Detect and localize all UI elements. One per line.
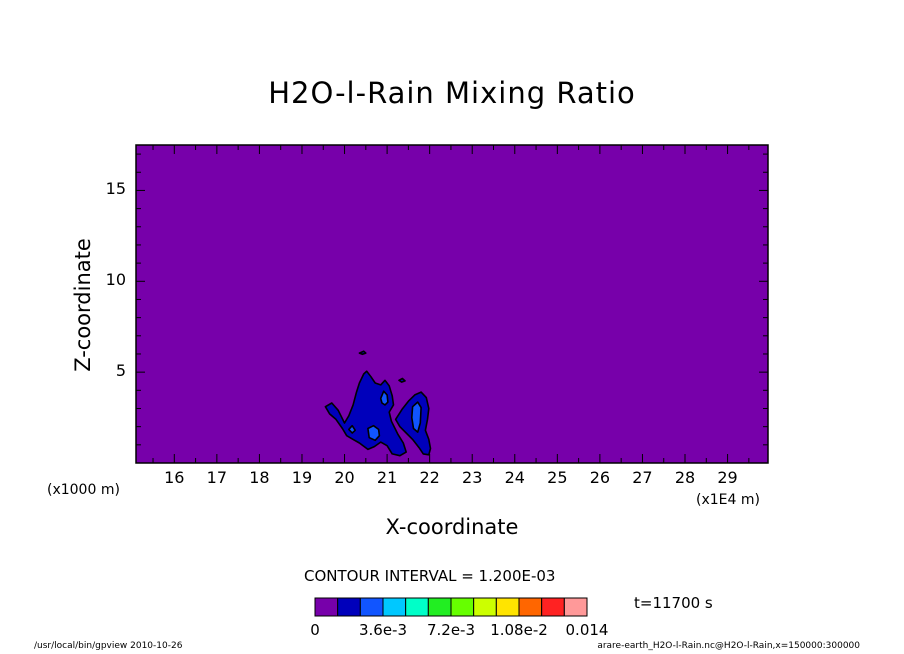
- x-tick-label-12: 28: [674, 468, 696, 487]
- x-tick-label-13: 29: [717, 468, 738, 487]
- contour-layer: [324, 350, 432, 457]
- x-tick-label-2: 18: [249, 468, 270, 487]
- x-tick-label-1: 17: [206, 468, 228, 487]
- x-tick-label-9: 25: [547, 468, 568, 487]
- colorbar-swatch-7: [473, 597, 497, 617]
- chart-title: H2O-l-Rain Mixing Ratio: [268, 76, 636, 110]
- contour-region-5: [379, 390, 389, 406]
- contour-region-7: [347, 424, 357, 434]
- plot-frame: [135, 144, 769, 464]
- axis-ticks: [136, 145, 768, 463]
- contour-region-4: [367, 424, 381, 442]
- colorbar-swatch-2: [359, 597, 384, 617]
- colorbar-label-4: 0.014: [565, 621, 609, 639]
- x-tick-label-3: 19: [291, 468, 313, 487]
- contour-region-3: [398, 377, 406, 383]
- colorbar-swatch-0: [314, 597, 339, 617]
- x-tick-label-11: 27: [632, 468, 653, 487]
- contour-region-2: [358, 350, 367, 356]
- x-tick-label-0: 16: [164, 468, 185, 487]
- colorbar-swatch-6: [450, 597, 475, 617]
- colorbar-swatch-10: [541, 597, 565, 617]
- y-tick-label-1: 10: [105, 270, 126, 290]
- x-unit-left: (x1000 m): [47, 482, 120, 498]
- time-label: t=11700 s: [634, 594, 713, 612]
- contour-region-6: [410, 401, 422, 433]
- x-unit-right: (x1E4 m): [696, 492, 760, 508]
- contour-interval-text: CONTOUR INTERVAL = 1.200E-03: [304, 567, 556, 585]
- footer-left: /usr/local/bin/gpview 2010-10-26: [34, 641, 183, 651]
- plot-area: [136, 145, 768, 463]
- colorbar-swatch-3: [382, 597, 407, 617]
- colorbar-swatch-4: [405, 597, 429, 617]
- colorbar: [314, 597, 588, 617]
- colorbar-swatch-9: [518, 597, 543, 617]
- colorbar-label-3: 1.08e-2: [490, 621, 548, 639]
- y-tick-label-0: 5: [115, 361, 126, 381]
- x-tick-label-4: 20: [334, 468, 355, 487]
- colorbar-label-0: 0: [310, 621, 320, 639]
- x-tick-label-7: 23: [462, 468, 483, 487]
- contour-region-0: [324, 370, 408, 457]
- colorbar-swatch-5: [427, 597, 452, 617]
- x-tick-label-6: 22: [419, 468, 440, 487]
- x-tick-label-8: 24: [504, 468, 525, 487]
- x-tick-label-10: 26: [589, 468, 611, 487]
- colorbar-swatch-11: [563, 597, 588, 617]
- colorbar-label-1: 3.6e-3: [358, 621, 408, 639]
- colorbar-swatch-8: [495, 597, 520, 617]
- colorbar-label-2: 7.2e-3: [426, 621, 476, 639]
- plot-fill-layer: [136, 145, 768, 463]
- y-axis-label: Z-coordinate: [71, 238, 95, 372]
- footer-right: arare-earth_H2O-l-Rain.nc@H2O-l-Rain,x=1…: [597, 641, 860, 651]
- x-tick-label-5: 21: [376, 468, 398, 487]
- y-tick-label-2: 15: [105, 179, 126, 199]
- x-axis-label: X-coordinate: [385, 515, 519, 539]
- colorbar-swatch-1: [337, 597, 361, 617]
